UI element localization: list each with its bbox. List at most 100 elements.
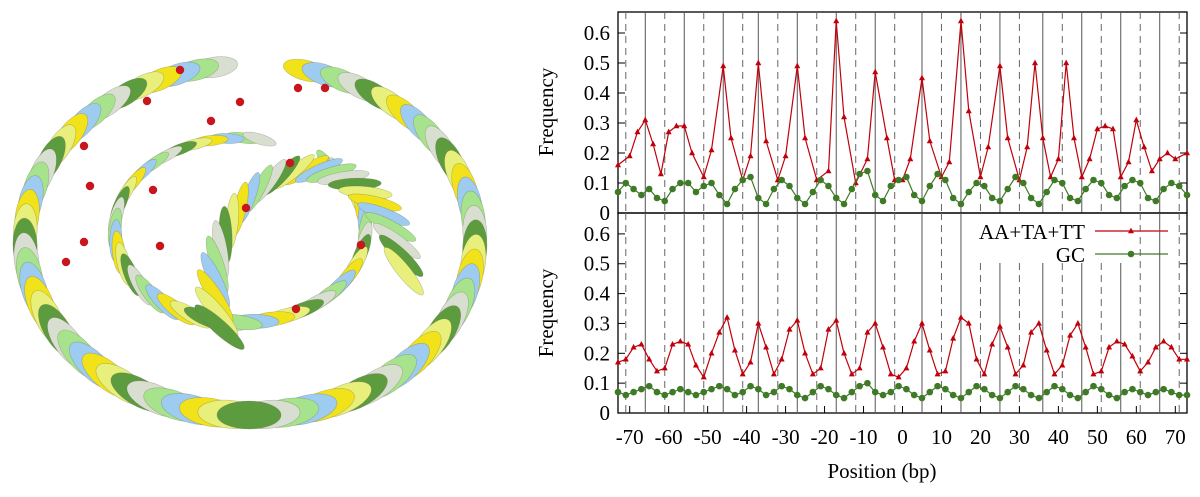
bottom-series-gc xyxy=(614,379,1191,402)
bottom-data-point xyxy=(910,391,918,399)
bottom-data-point xyxy=(926,388,934,396)
bottom-data-point xyxy=(887,388,895,396)
top-data-point xyxy=(1160,185,1167,193)
bottom-data-point xyxy=(638,340,645,347)
bottom-data-point xyxy=(1051,370,1058,377)
top-ytick-label: 0.3 xyxy=(584,111,610,135)
top-data-point xyxy=(809,188,817,196)
top-data-point xyxy=(708,146,715,153)
top-data-point xyxy=(770,185,778,193)
bottom-data-point xyxy=(981,370,988,377)
bottom-data-point xyxy=(747,382,754,390)
top-data-point xyxy=(832,194,840,202)
xtick-label: 30 xyxy=(1009,425,1030,449)
top-data-point xyxy=(634,128,641,135)
top-data-point xyxy=(614,188,622,196)
bottom-data-point xyxy=(739,388,747,396)
top-data-point xyxy=(669,185,676,193)
top-data-point xyxy=(786,182,793,190)
bottom-data-point xyxy=(809,370,816,377)
bottom-data-point xyxy=(833,317,840,323)
bottom-data-point xyxy=(1168,343,1175,350)
top-data-point xyxy=(720,62,727,69)
top-data-point xyxy=(1125,158,1132,165)
top-data-point xyxy=(957,200,965,208)
top-data-point xyxy=(763,137,770,144)
top-data-point xyxy=(856,170,863,178)
xtick-label: 50 xyxy=(1087,425,1108,449)
bottom-data-point xyxy=(1105,391,1113,399)
bottom-data-point xyxy=(763,343,770,350)
bottom-data-point xyxy=(942,367,949,374)
bottom-panel: 0 0.1 0.2 0.3 0.4 0.5 0.6 -70 -60 -50 -40 -30 -20 -10… xyxy=(584,212,1191,449)
top-data-point xyxy=(1121,182,1128,190)
bottom-panel-ylabel: Frequency xyxy=(534,268,558,357)
top-data-point xyxy=(871,191,879,199)
bottom-data-point xyxy=(1074,394,1082,402)
bottom-data-point xyxy=(685,340,692,347)
bottom-data-point xyxy=(661,391,669,399)
top-data-point xyxy=(692,188,700,196)
top-data-point xyxy=(728,134,735,141)
bottom-data-point xyxy=(934,382,941,390)
bottom-data-point xyxy=(848,370,855,377)
top-data-point xyxy=(1082,185,1089,193)
x-axis-label: Position (bp) xyxy=(827,459,936,483)
bottom-data-point xyxy=(653,388,661,396)
top-data-point xyxy=(988,194,996,202)
xtick-label: -20 xyxy=(811,425,839,449)
bottom-data-point xyxy=(895,373,902,380)
top-data-point xyxy=(879,197,887,205)
top-panel-ylabel: Frequency xyxy=(534,67,558,156)
bottom-data-point xyxy=(996,394,1004,402)
top-data-point xyxy=(638,191,645,199)
top-data-point xyxy=(645,185,653,193)
frequency-chart-svg: Frequency Frequency Position (bp) AA+TA+… xyxy=(534,11,1191,483)
bottom-data-point xyxy=(615,358,621,365)
bottom-data-point xyxy=(786,385,793,393)
top-data-point xyxy=(739,176,747,184)
top-data-point xyxy=(661,197,669,205)
top-data-point xyxy=(755,59,762,66)
phosphate-bead xyxy=(235,97,245,107)
top-data-point xyxy=(1090,176,1097,184)
top-data-point xyxy=(864,155,871,162)
bottom-data-point xyxy=(949,391,957,399)
bottom-data-point xyxy=(661,364,668,371)
bottom-data-point xyxy=(1004,343,1011,350)
xtick-label: -60 xyxy=(655,425,683,449)
bottom-data-point xyxy=(614,388,622,396)
top-data-point xyxy=(1055,155,1062,162)
bottom-data-point xyxy=(864,379,871,387)
xtick-label: 70 xyxy=(1165,425,1186,449)
bottom-data-point xyxy=(1090,370,1097,377)
phosphate-bead xyxy=(320,83,330,93)
phosphate-bead xyxy=(175,65,185,75)
top-data-point xyxy=(965,188,973,196)
bottom-ytick-label: 0 xyxy=(600,401,611,425)
top-data-point xyxy=(1012,173,1019,181)
phosphate-bead xyxy=(79,141,89,151)
bottom-data-point xyxy=(708,349,715,356)
bottom-data-point xyxy=(1082,343,1089,350)
top-data-point xyxy=(977,173,984,180)
top-data-point xyxy=(996,197,1004,205)
top-data-point xyxy=(1109,125,1116,132)
bottom-data-point xyxy=(786,326,793,332)
bottom-data-point xyxy=(692,391,700,399)
bottom-series-line xyxy=(617,315,1187,379)
top-data-point xyxy=(985,143,992,150)
bottom-data-point xyxy=(981,385,988,393)
top-data-point xyxy=(1129,176,1136,184)
bottom-data-point xyxy=(817,364,824,371)
phosphate-bead xyxy=(206,116,216,126)
top-data-point xyxy=(840,200,848,208)
xtick-label: -30 xyxy=(772,425,800,449)
top-data-point xyxy=(723,200,731,208)
top-data-point xyxy=(965,107,972,114)
top-data-point xyxy=(801,200,809,208)
top-data-point xyxy=(1032,59,1039,66)
xtick-label: -10 xyxy=(850,425,878,449)
bottom-data-point xyxy=(864,329,871,335)
bottom-ytick-label: 0.1 xyxy=(584,371,610,395)
